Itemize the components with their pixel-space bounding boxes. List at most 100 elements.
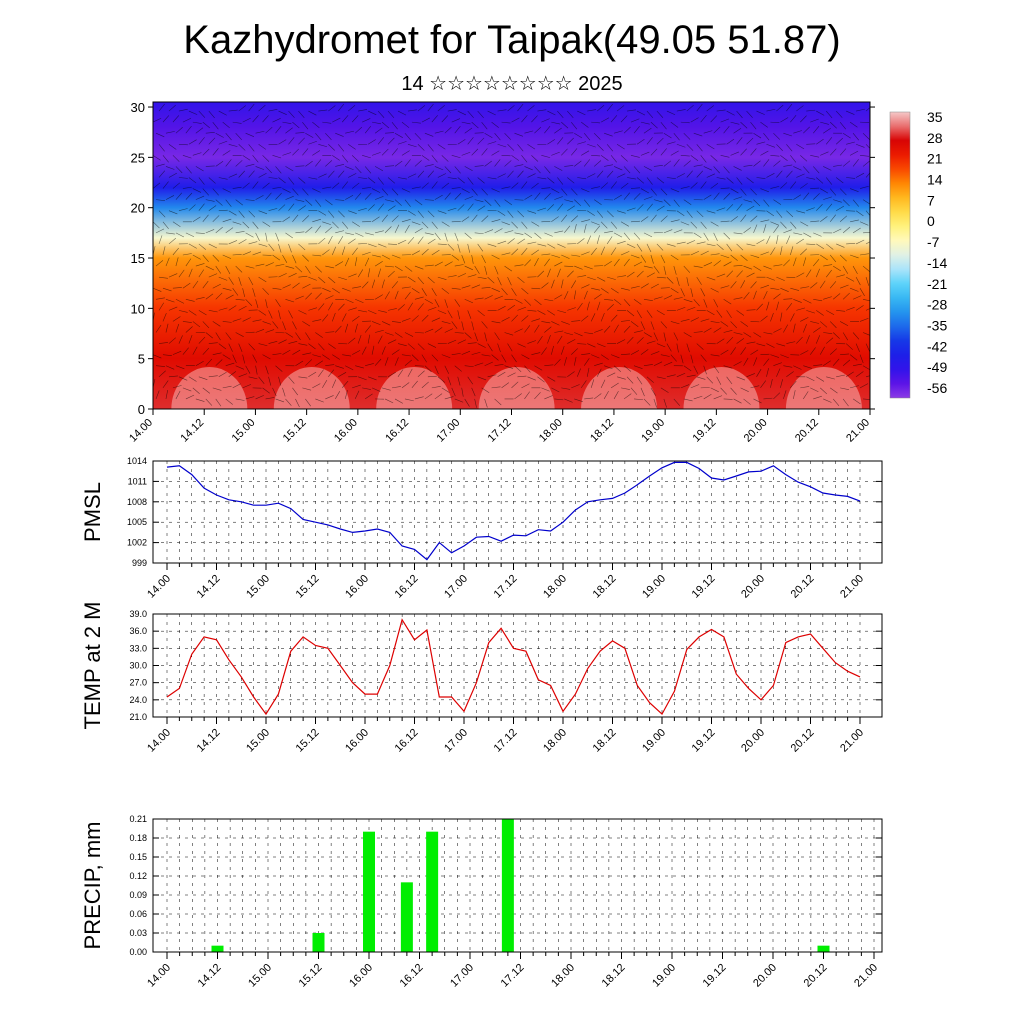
wind-vector bbox=[825, 177, 833, 185]
wind-vector bbox=[367, 177, 376, 184]
wind-vector bbox=[730, 254, 738, 261]
wind-vector bbox=[242, 117, 251, 123]
wind-vector bbox=[417, 276, 424, 285]
wind-vector bbox=[736, 110, 743, 119]
wind-vector bbox=[613, 232, 623, 238]
wind-vector bbox=[394, 132, 403, 138]
wind-vector bbox=[587, 173, 596, 178]
wind-vector bbox=[750, 281, 757, 289]
wind-vector bbox=[703, 194, 712, 200]
wind-vector bbox=[411, 186, 421, 189]
x-tick-label: 17.00 bbox=[442, 573, 470, 601]
wind-vector bbox=[793, 323, 796, 333]
wind-vector bbox=[800, 115, 807, 123]
colorbar-label: 35 bbox=[927, 109, 943, 125]
wind-vector bbox=[633, 126, 640, 134]
wind-vector bbox=[800, 183, 808, 189]
wind-vector bbox=[511, 354, 517, 363]
wind-vector bbox=[275, 398, 285, 403]
wind-vector bbox=[541, 347, 547, 355]
wind-vector bbox=[292, 321, 297, 330]
y-tick-label: 999 bbox=[132, 558, 147, 568]
wind-vector bbox=[341, 313, 347, 322]
wind-vector bbox=[258, 310, 267, 316]
wind-vector bbox=[613, 194, 622, 200]
wind-vector bbox=[730, 216, 738, 223]
wind-vector bbox=[650, 214, 657, 222]
wind-vector bbox=[407, 368, 413, 377]
wind-vector bbox=[182, 253, 192, 256]
wind-vector bbox=[567, 270, 574, 278]
wind-vector bbox=[703, 130, 713, 134]
wind-vector bbox=[185, 166, 192, 174]
wind-vector bbox=[351, 115, 359, 123]
wind-vector bbox=[153, 155, 161, 161]
wind-vector bbox=[222, 321, 232, 323]
pmsl-axis-label: PMSL bbox=[80, 482, 105, 542]
wind-vector bbox=[803, 232, 812, 238]
wind-vector bbox=[242, 288, 245, 298]
wind-vector bbox=[610, 354, 620, 359]
wind-vector bbox=[348, 210, 357, 214]
wind-vector bbox=[352, 221, 360, 227]
wind-vector bbox=[325, 160, 333, 167]
wind-vector bbox=[298, 310, 307, 315]
wind-vector bbox=[660, 354, 670, 357]
wind-vector bbox=[859, 288, 865, 297]
wind-vector bbox=[354, 126, 363, 134]
wind-vector bbox=[716, 177, 726, 180]
wind-vector bbox=[796, 307, 806, 311]
wind-vector bbox=[501, 121, 511, 124]
wind-vector bbox=[328, 302, 334, 311]
wind-vector bbox=[292, 349, 301, 355]
wind-vector bbox=[713, 126, 721, 134]
wind-vector bbox=[388, 243, 398, 245]
wind-vector bbox=[584, 265, 593, 270]
wind-vector bbox=[703, 365, 707, 375]
wind-vector bbox=[355, 232, 364, 237]
wind-vector bbox=[381, 321, 391, 326]
wind-vector bbox=[564, 332, 574, 336]
wind-vector bbox=[511, 182, 519, 189]
wind-vector bbox=[825, 137, 833, 145]
wind-vector bbox=[385, 165, 395, 167]
wind-vector bbox=[394, 160, 403, 167]
wind-vector bbox=[188, 376, 197, 382]
wind-vector bbox=[680, 318, 690, 322]
wind-vector bbox=[434, 327, 443, 333]
wind-vector bbox=[534, 324, 540, 333]
wind-vector bbox=[501, 221, 511, 226]
wind-vector bbox=[381, 279, 385, 289]
wind-vector bbox=[255, 299, 259, 309]
wind-vector bbox=[790, 181, 797, 189]
x-tick-label: 20.00 bbox=[739, 573, 767, 601]
wind-vector bbox=[613, 365, 621, 372]
precip-bar bbox=[400, 882, 413, 952]
wind-vector bbox=[551, 387, 560, 393]
wind-vector bbox=[581, 150, 590, 156]
wind-vector bbox=[800, 221, 809, 227]
wind-vector bbox=[693, 395, 703, 400]
wind-vector bbox=[544, 364, 554, 367]
wind-vector bbox=[726, 310, 732, 319]
wind-vector bbox=[700, 354, 707, 362]
wind-vector bbox=[185, 326, 193, 333]
wind-vector bbox=[208, 137, 216, 145]
wind-vector bbox=[215, 332, 221, 341]
wind-vector bbox=[690, 221, 698, 229]
wind-vector bbox=[491, 254, 500, 260]
wind-vector bbox=[188, 110, 198, 115]
wind-vector bbox=[228, 109, 238, 112]
wind-vector bbox=[457, 273, 467, 278]
wind-vector bbox=[338, 276, 347, 281]
wind-vector bbox=[620, 387, 630, 390]
wind-vector bbox=[245, 299, 253, 306]
wind-vector bbox=[557, 335, 563, 344]
wind-vector bbox=[235, 132, 243, 141]
wind-vector bbox=[800, 248, 807, 256]
wind-vector bbox=[232, 383, 241, 389]
wind-vector bbox=[720, 285, 730, 289]
wind-vector bbox=[600, 246, 605, 256]
wind-vector bbox=[571, 121, 578, 130]
wind-vector bbox=[696, 210, 704, 218]
